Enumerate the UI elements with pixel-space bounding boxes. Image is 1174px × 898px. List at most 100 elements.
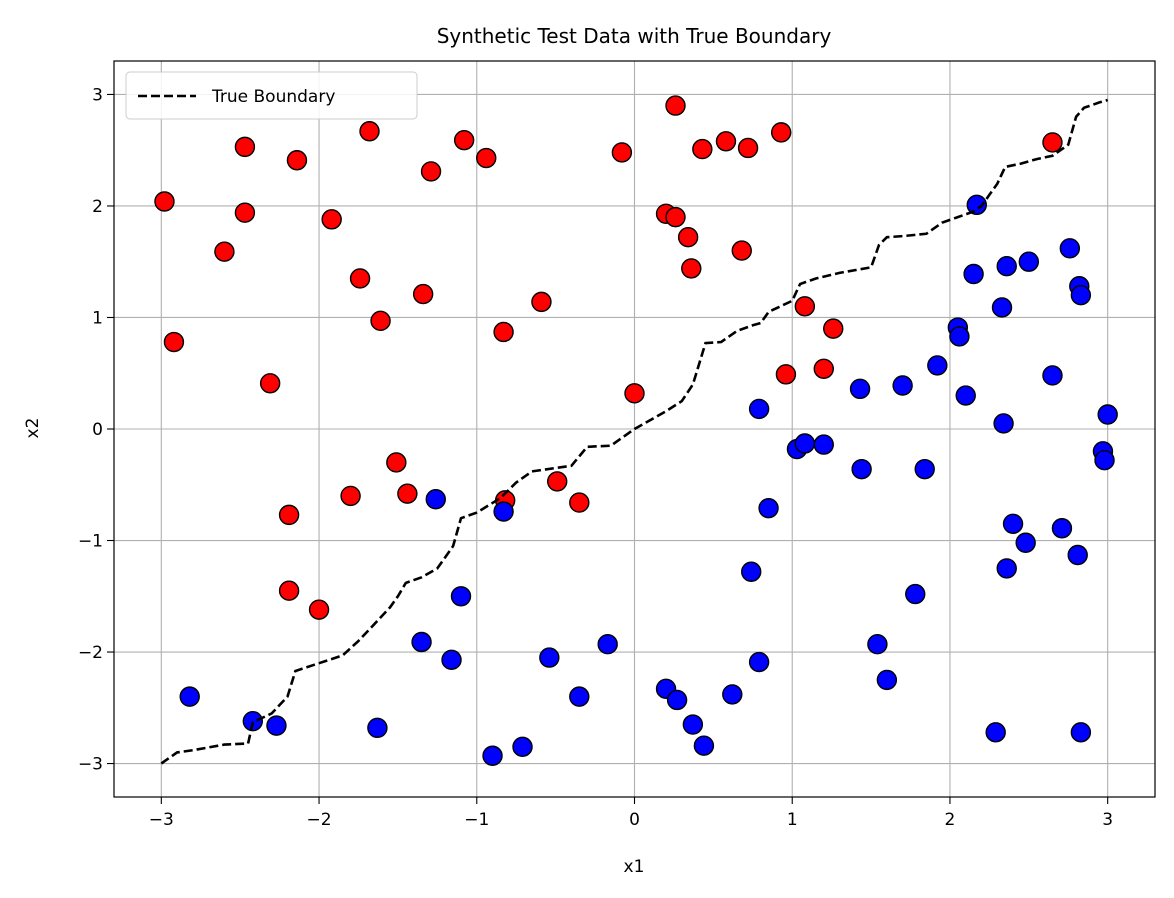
data-point-blue bbox=[991, 297, 1013, 318]
data-point-red bbox=[569, 492, 590, 513]
x-axis-label: x1 bbox=[624, 857, 645, 877]
x-tick-label: −3 bbox=[149, 810, 174, 830]
data-point-blue bbox=[1002, 513, 1024, 534]
data-point-red bbox=[677, 226, 699, 248]
data-point-blue bbox=[758, 497, 779, 519]
y-tick-label: −3 bbox=[78, 755, 103, 775]
x-tick-label: 1 bbox=[787, 810, 798, 830]
data-point-blue bbox=[955, 385, 976, 406]
data-point-blue bbox=[748, 651, 770, 673]
data-point-red bbox=[665, 95, 686, 116]
data-point-blue bbox=[450, 586, 472, 607]
data-point-red bbox=[611, 142, 633, 163]
data-point-blue bbox=[722, 684, 743, 705]
axis-ticks: −3 −2 −1 0 1 2 3 −3 −2 −1 0 1 2 3 bbox=[78, 85, 1113, 830]
data-point-blue bbox=[666, 689, 688, 711]
data-point-red bbox=[453, 129, 475, 151]
x-tick-label: 3 bbox=[1102, 810, 1113, 830]
data-point-red bbox=[715, 131, 737, 152]
data-point-red bbox=[770, 122, 792, 143]
legend-label-true-boundary: True Boundary bbox=[211, 87, 335, 107]
y-tick-label: 0 bbox=[92, 420, 103, 440]
data-point-blue bbox=[1067, 544, 1088, 566]
data-point-red bbox=[731, 240, 752, 261]
data-point-blue bbox=[996, 255, 1017, 277]
x-tick-label: 0 bbox=[629, 810, 640, 830]
data-point-blue bbox=[1042, 365, 1063, 386]
data-point-blue bbox=[242, 710, 264, 732]
data-point-red bbox=[420, 161, 442, 182]
data-point-red bbox=[163, 331, 185, 353]
y-tick-label: 3 bbox=[92, 85, 103, 105]
data-point-blue bbox=[1094, 450, 1115, 471]
data-point-blue bbox=[996, 558, 1017, 579]
data-point-red bbox=[386, 452, 407, 473]
data-point-red bbox=[340, 485, 361, 507]
data-point-blue bbox=[905, 583, 926, 605]
data-point-blue bbox=[1070, 284, 1092, 306]
data-point-red bbox=[278, 580, 300, 601]
data-point-blue bbox=[867, 634, 888, 655]
data-point-red bbox=[259, 373, 281, 394]
data-point-blue bbox=[813, 434, 834, 455]
data-point-blue bbox=[985, 722, 1006, 743]
data-point-red bbox=[823, 318, 844, 339]
data-point-red bbox=[531, 291, 552, 313]
data-point-red bbox=[412, 283, 434, 305]
data-point-blue bbox=[367, 717, 388, 739]
data-point-blue bbox=[892, 375, 913, 396]
data-point-blue bbox=[1015, 532, 1036, 553]
data-point-blue bbox=[1070, 722, 1092, 743]
chart-title: Synthetic Test Data with True Boundary bbox=[437, 24, 832, 48]
data-point-blue bbox=[482, 745, 503, 766]
data-point-red bbox=[624, 383, 645, 404]
data-point-blue bbox=[693, 735, 715, 756]
data-point-red bbox=[359, 121, 380, 142]
y-tick-label: −1 bbox=[78, 532, 103, 552]
data-point-red bbox=[234, 136, 256, 158]
x-tick-label: −1 bbox=[464, 810, 489, 830]
data-point-blue bbox=[794, 433, 816, 454]
data-point-blue bbox=[993, 413, 1014, 434]
data-points bbox=[154, 95, 1118, 766]
y-tick-label: 2 bbox=[92, 197, 103, 217]
data-point-red bbox=[794, 296, 816, 317]
data-point-blue bbox=[1097, 404, 1118, 425]
data-point-red bbox=[370, 310, 391, 332]
data-point-blue bbox=[949, 326, 970, 347]
data-point-blue bbox=[876, 669, 898, 691]
legend-box bbox=[125, 71, 418, 120]
data-point-blue bbox=[179, 686, 200, 707]
data-point-red bbox=[214, 241, 235, 262]
legend: True Boundary bbox=[125, 71, 418, 120]
data-point-red bbox=[321, 209, 342, 230]
data-point-blue bbox=[441, 649, 462, 671]
data-point-red bbox=[547, 471, 568, 492]
data-point-blue bbox=[851, 458, 872, 480]
y-axis-label: x2 bbox=[23, 418, 43, 439]
true-boundary-line bbox=[160, 98, 1109, 765]
data-point-red bbox=[476, 147, 497, 169]
data-point-blue bbox=[1051, 518, 1073, 539]
data-point-blue bbox=[741, 561, 762, 582]
data-point-blue bbox=[411, 631, 432, 653]
data-point-blue bbox=[963, 263, 984, 285]
data-point-blue bbox=[927, 355, 948, 376]
data-point-red bbox=[665, 206, 686, 228]
data-point-red bbox=[681, 258, 702, 279]
data-point-red bbox=[278, 504, 300, 526]
data-point-red bbox=[775, 364, 797, 385]
data-point-blue bbox=[539, 647, 560, 668]
data-point-blue bbox=[569, 686, 590, 707]
data-point-blue bbox=[1059, 238, 1081, 259]
data-point-blue bbox=[512, 736, 533, 758]
x-tick-label: 2 bbox=[945, 810, 956, 830]
data-point-red bbox=[234, 202, 256, 223]
data-point-blue bbox=[682, 714, 704, 735]
data-point-red bbox=[737, 137, 759, 159]
data-point-red bbox=[154, 191, 175, 212]
data-point-red bbox=[286, 150, 308, 171]
data-point-blue bbox=[966, 194, 987, 216]
data-point-blue bbox=[849, 378, 871, 400]
data-point-red bbox=[308, 599, 330, 620]
